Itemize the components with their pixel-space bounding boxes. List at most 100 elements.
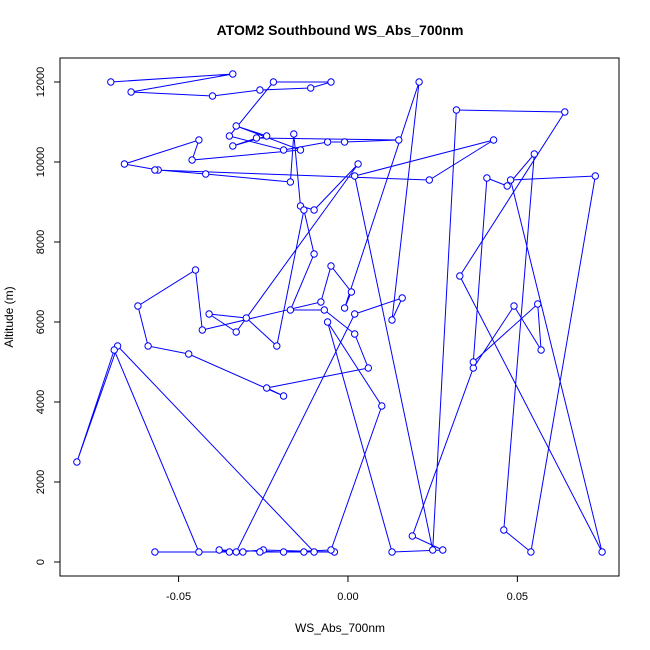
- data-point: [195, 548, 203, 556]
- data-point: [327, 262, 335, 270]
- data-point: [263, 132, 271, 140]
- data-point: [408, 532, 416, 540]
- data-point: [483, 174, 491, 182]
- chart-title: ATOM2 Southbound WS_Abs_700nm: [217, 22, 464, 38]
- data-point: [232, 122, 240, 130]
- data-point: [300, 206, 308, 214]
- x-axis-label: WS_Abs_700nm: [295, 621, 385, 635]
- data-point: [300, 548, 308, 556]
- data-point: [527, 548, 535, 556]
- y-axis: 0 2000 4000 6000 8000 10000 12000: [35, 67, 61, 565]
- data-point: [151, 166, 159, 174]
- data-point: [127, 88, 135, 96]
- data-point: [310, 548, 318, 556]
- data-point: [378, 402, 386, 410]
- data-point: [110, 346, 118, 354]
- data-point: [429, 546, 437, 554]
- data-point: [489, 136, 498, 144]
- data-point: [232, 548, 240, 556]
- data-point: [398, 294, 406, 302]
- x-tick-label: 0.05: [507, 591, 528, 603]
- y-tick-label: 8000: [35, 230, 47, 254]
- y-axis-label: Altitude (m): [2, 286, 16, 347]
- data-point: [215, 546, 223, 554]
- data-point: [388, 316, 396, 324]
- data-point: [323, 138, 332, 146]
- data-point: [188, 156, 196, 164]
- data-point: [439, 546, 447, 554]
- data-point: [500, 526, 508, 534]
- data-point: [310, 250, 318, 258]
- data-point: [310, 206, 318, 214]
- data-point: [225, 132, 234, 140]
- data-point: [120, 160, 129, 168]
- data-point: [279, 146, 288, 154]
- y-tick-label: 4000: [35, 390, 47, 414]
- data-point: [469, 364, 477, 372]
- data-point: [530, 150, 538, 158]
- data-point: [354, 160, 362, 168]
- data-point: [225, 548, 234, 556]
- data-point: [191, 266, 200, 274]
- data-point: [242, 314, 251, 322]
- data-point: [256, 548, 264, 556]
- x-tick-label: -0.05: [166, 591, 191, 603]
- data-point: [229, 142, 237, 150]
- data-point: [469, 358, 477, 366]
- data-point: [506, 176, 515, 184]
- data-point: [510, 302, 518, 310]
- data-point: [263, 384, 271, 392]
- data-point: [395, 136, 403, 144]
- data-point: [537, 346, 545, 354]
- data-point: [317, 298, 325, 306]
- x-axis: -0.05 0.00 0.05: [166, 575, 528, 603]
- data-point: [73, 458, 81, 466]
- data-point: [269, 78, 278, 86]
- data-point: [134, 302, 142, 310]
- data-point: [195, 136, 203, 144]
- data-point: [452, 106, 461, 114]
- data-point: [205, 310, 213, 318]
- data-point: [598, 548, 606, 556]
- data-point: [323, 318, 332, 326]
- data-point: [239, 548, 247, 556]
- data-point: [561, 108, 569, 116]
- data-point: [273, 342, 281, 350]
- data-point: [279, 548, 288, 556]
- data-point: [151, 548, 159, 556]
- data-point: [296, 146, 305, 154]
- data-point: [252, 134, 261, 142]
- y-tick-label: 10000: [35, 147, 47, 178]
- data-point: [198, 326, 207, 334]
- data-point: [351, 330, 359, 338]
- data-point: [279, 392, 288, 400]
- y-tick-label: 0: [35, 559, 47, 565]
- data-point: [351, 310, 359, 318]
- series-layer: [73, 70, 606, 556]
- data-point: [388, 548, 396, 556]
- y-tick-label: 2000: [35, 470, 47, 494]
- data-point: [208, 92, 217, 100]
- data-point: [340, 304, 349, 312]
- data-point: [351, 172, 359, 180]
- data-point: [202, 170, 210, 178]
- y-tick-label: 12000: [35, 67, 47, 98]
- data-point: [229, 70, 237, 78]
- data-point: [456, 272, 464, 280]
- data-point: [320, 306, 328, 314]
- data-point: [286, 178, 295, 186]
- data-point: [307, 84, 315, 92]
- data-point: [415, 78, 423, 86]
- data-point: [591, 172, 599, 180]
- x-tick-label: 0.00: [337, 591, 358, 603]
- data-point: [327, 78, 335, 86]
- data-point: [232, 328, 240, 336]
- data-point: [144, 342, 152, 350]
- data-point: [185, 350, 193, 358]
- data-point: [327, 546, 335, 554]
- data-point: [256, 86, 264, 94]
- data-point: [503, 182, 511, 190]
- data-point: [340, 138, 349, 146]
